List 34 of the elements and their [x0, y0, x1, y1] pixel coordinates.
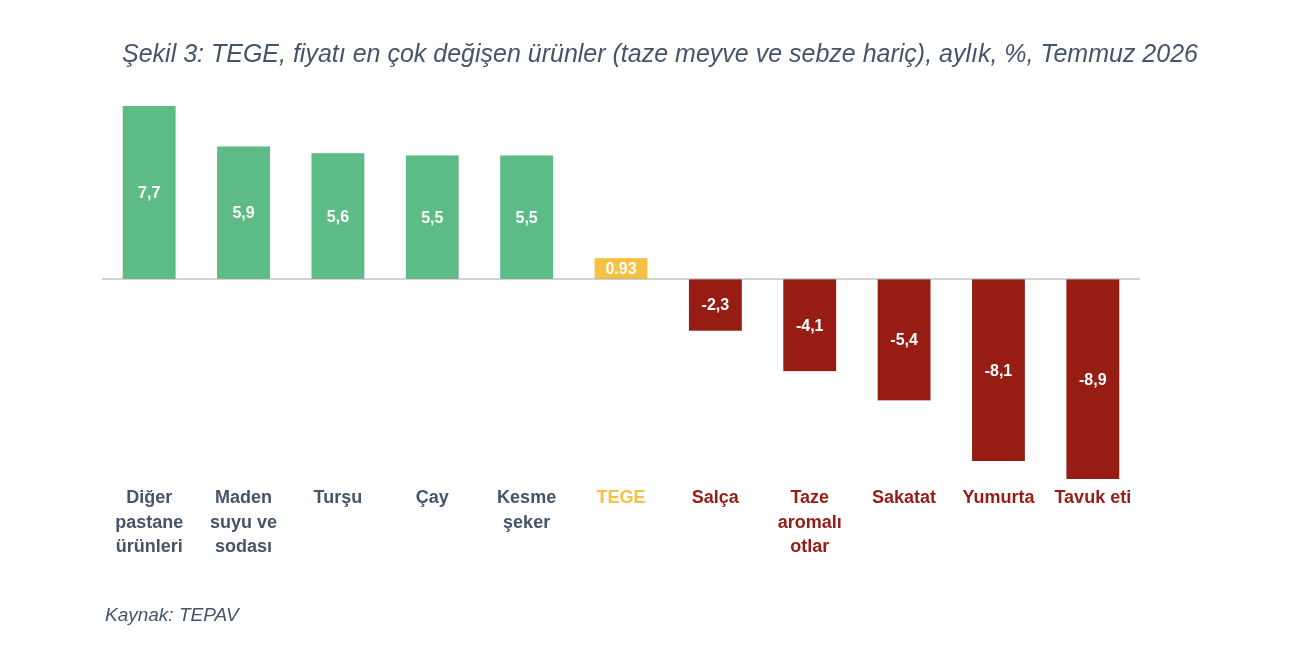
x-tick-label: TEGE: [596, 487, 646, 507]
x-tick-label: Tavuk eti: [1054, 487, 1132, 507]
x-tick-label: Diğer pastane ürünleri: [115, 487, 184, 556]
x-tick-label: Turşu: [313, 487, 363, 507]
x-tick-label: Taze aromalı otlar: [777, 487, 842, 556]
x-tick-label: Çay: [415, 487, 449, 507]
bar: [500, 155, 554, 280]
data-label: 5,5: [421, 208, 444, 226]
data-label: 7,7: [138, 184, 161, 202]
bar: [405, 155, 459, 280]
x-tick-label: Salça: [691, 487, 740, 507]
x-tick-label: Kesme şeker: [497, 487, 557, 532]
bar: [311, 153, 365, 280]
x-tick-label: Maden suyu ve sodası: [210, 487, 278, 556]
data-label: 5,9: [232, 204, 255, 222]
bar: [877, 279, 931, 401]
data-label: -5,4: [890, 331, 918, 349]
bar: [783, 279, 837, 372]
chart-title: Şekil 3: TEGE, fiyatı en çok değişen ürünler (taze meyve ve sebze hariç), aylık, %, Temmuz 2026: [122, 39, 1199, 67]
data-label: 5,6: [326, 207, 350, 225]
bar: [972, 279, 1025, 462]
data-label: -2,3: [701, 296, 730, 314]
x-tick-label: Sakatat: [872, 487, 937, 507]
data-label: -8,1: [984, 361, 1013, 379]
x-tick-label: Yumurta: [962, 487, 1036, 507]
bar: [122, 106, 176, 280]
bar: [217, 146, 270, 280]
data-label: -4,1: [795, 316, 824, 334]
data-label: 5,5: [515, 208, 538, 226]
bar: [688, 279, 742, 331]
data-label: 0.93: [605, 260, 637, 278]
text: Kaynak: TEPAV: [105, 604, 242, 625]
data-label: -8,9: [1079, 370, 1107, 388]
bar: [1066, 279, 1120, 479]
